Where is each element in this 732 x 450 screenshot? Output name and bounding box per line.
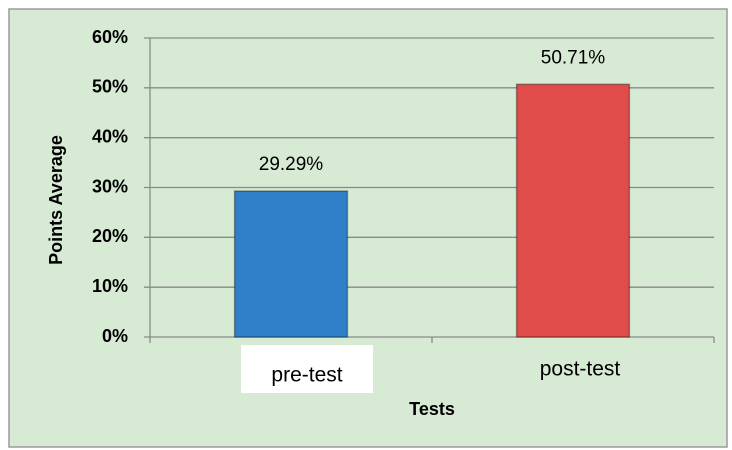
y-tick-label: 30%	[92, 176, 128, 196]
y-tick-label: 60%	[92, 27, 128, 47]
x-tick-label: post-test	[540, 358, 621, 381]
category-label-box	[241, 345, 373, 393]
y-tick-label: 10%	[92, 276, 128, 296]
x-tick-label: pre-test	[271, 364, 342, 387]
y-tick-label: 0%	[102, 326, 128, 346]
y-tick-label: 40%	[92, 126, 128, 146]
y-axis-title: Points Average	[46, 135, 66, 265]
data-label: 50.71%	[541, 47, 606, 68]
y-tick-label: 50%	[92, 77, 128, 97]
bar	[515, 83, 631, 338]
data-label: 29.29%	[259, 154, 324, 175]
bar	[233, 190, 349, 338]
y-tick-label: 20%	[92, 226, 128, 246]
x-axis-title: Tests	[409, 399, 455, 419]
